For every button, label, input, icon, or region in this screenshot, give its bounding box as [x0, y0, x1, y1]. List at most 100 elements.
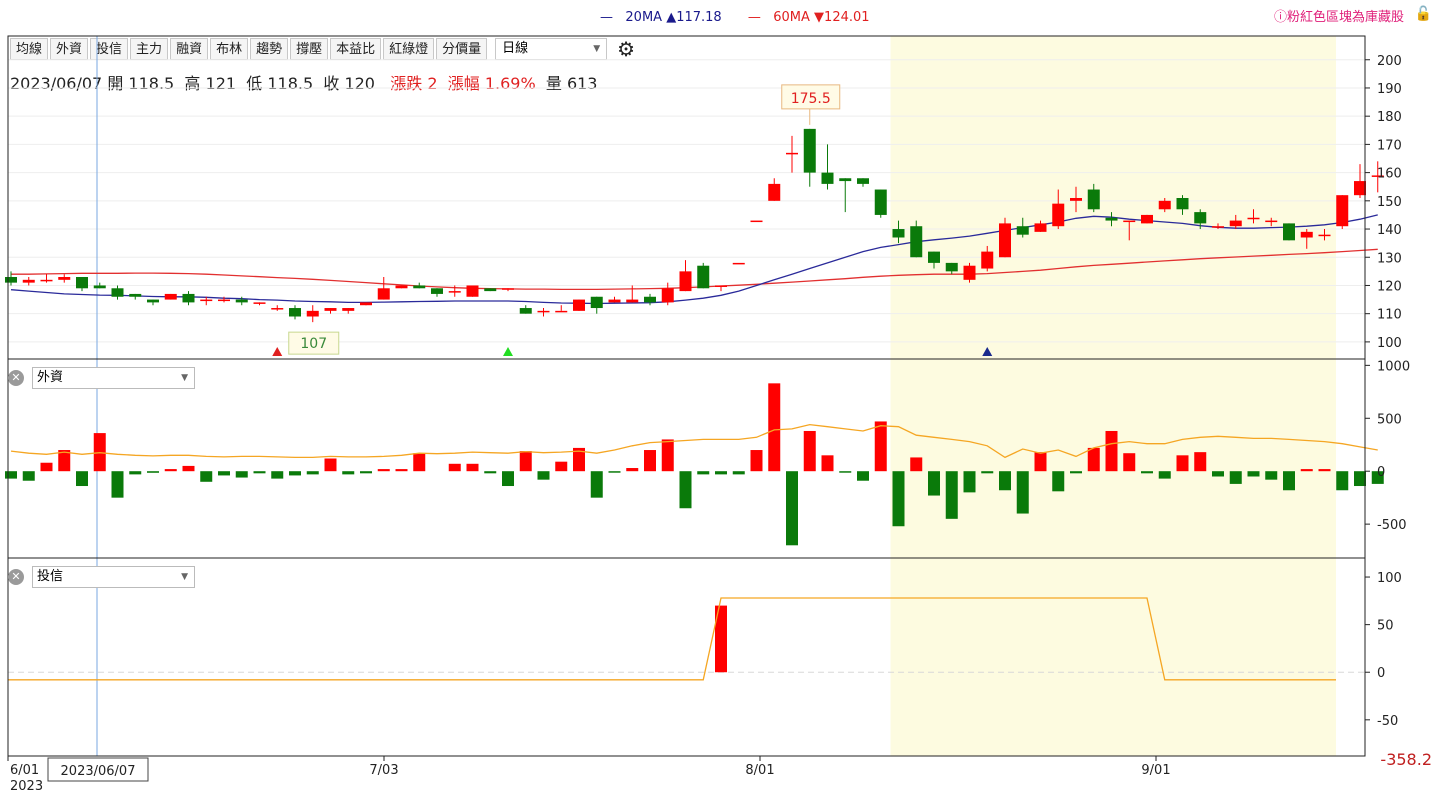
foreign-bar — [857, 471, 869, 481]
foreign-bar — [715, 471, 727, 475]
toolbar-button-9[interactable]: 紅綠燈 — [383, 38, 435, 60]
candle-body — [93, 285, 106, 289]
candle-body — [1371, 175, 1384, 177]
candle-body — [679, 271, 692, 292]
foreign-bar — [484, 471, 497, 474]
trust-panel-header: ✕ 投信 ▼ — [8, 565, 198, 589]
foreign-bar — [821, 455, 834, 472]
min-annotation: 107 — [300, 336, 327, 352]
candle-body — [5, 277, 17, 283]
toolbar-button-10[interactable]: 分價量 — [436, 38, 488, 60]
ma20-label: 20MA — [625, 10, 663, 25]
y-tick-label: 190 — [1377, 82, 1402, 97]
candle-body — [981, 251, 994, 269]
candle-body — [750, 220, 763, 223]
candle-body — [644, 296, 656, 303]
candle-body — [502, 288, 514, 290]
foreign-y-tick-label: 1000 — [1377, 359, 1410, 374]
candle-body — [431, 288, 443, 294]
foreign-bar — [1212, 471, 1224, 477]
trust-panel-label: 投信 — [37, 569, 64, 584]
foreign-panel-label: 外資 — [37, 370, 64, 385]
foreign-bar — [786, 471, 798, 546]
foreign-bar — [626, 468, 639, 472]
ma20-value: ▲117.18 — [666, 10, 722, 25]
candle-body — [324, 308, 337, 311]
candle-body — [1034, 223, 1047, 232]
x-year-label: 2023 — [10, 779, 43, 794]
candle-body — [892, 229, 905, 238]
toolbar-button-5[interactable]: 布林 — [210, 38, 249, 60]
foreign-bar — [1034, 452, 1047, 472]
candle-body — [519, 308, 532, 314]
foreign-bar — [58, 450, 71, 472]
foreign-bar — [1300, 469, 1313, 472]
y-tick-label: 150 — [1377, 195, 1402, 210]
candle-body — [22, 279, 35, 283]
candle-body — [76, 277, 88, 289]
candle-body — [395, 285, 408, 289]
toolbar-button-4[interactable]: 融資 — [170, 38, 209, 60]
treasury-stock-region — [890, 36, 1336, 756]
candle-body — [1087, 189, 1100, 210]
candle-body — [910, 226, 923, 258]
toolbar-button-8[interactable]: 本益比 — [330, 38, 382, 60]
foreign-bar — [40, 462, 53, 472]
foreign-bar — [981, 471, 994, 474]
treasury-stock-note: ⓘ粉紅色區塊為庫藏股 — [1273, 10, 1404, 25]
candle-body — [289, 308, 301, 317]
foreign-bar — [945, 471, 958, 519]
candle-body — [1070, 198, 1082, 201]
foreign-bar — [874, 421, 887, 472]
close-foreign-panel-icon[interactable]: ✕ — [8, 370, 24, 386]
max-annotation: 175.5 — [791, 91, 831, 107]
candle-body — [1141, 214, 1153, 224]
foreign-bar — [76, 471, 88, 487]
period-select[interactable]: 日線 ▼ — [495, 38, 608, 60]
ma60-label: 60MA — [773, 10, 810, 25]
ma-legend: — 20MA ▲117.18 — 60MA ▼124.01 — [600, 10, 870, 25]
foreign-bar — [1354, 471, 1366, 487]
foreign-bar — [999, 471, 1011, 491]
trust-bar — [715, 605, 727, 673]
foreign-bar — [1070, 471, 1082, 474]
candle-body — [1300, 231, 1313, 238]
y-tick-label: 160 — [1377, 167, 1402, 182]
foreign-bar — [910, 457, 923, 472]
foreign-bar — [413, 453, 426, 472]
lock-icon[interactable]: 🔓 — [1414, 6, 1432, 22]
close-trust-panel-icon[interactable]: ✕ — [8, 569, 24, 585]
candle-body — [715, 285, 727, 287]
foreign-bar — [608, 471, 621, 473]
foreign-bar — [466, 463, 479, 472]
foreign-bar — [1016, 471, 1029, 514]
trust-y-tick-label: 0 — [1377, 666, 1385, 681]
foreign-bar — [182, 465, 195, 472]
candle-body — [786, 152, 798, 155]
ma60-line-icon: — — [747, 10, 761, 25]
foreign-bar — [377, 469, 390, 472]
toolbar-button-7[interactable]: 撐壓 — [290, 38, 329, 60]
foreign-y-tick-label: -500 — [1377, 518, 1407, 533]
toolbar-button-1[interactable]: 外資 — [50, 38, 89, 60]
gear-icon[interactable]: ⚙ — [617, 37, 636, 61]
candle-body — [360, 302, 372, 306]
candle-body — [803, 128, 816, 173]
x-tick-label: 7/03 — [369, 763, 398, 778]
candle-body — [147, 299, 159, 303]
foreign-bar — [1265, 471, 1278, 480]
toolbar-button-2[interactable]: 投信 — [90, 38, 129, 60]
foreign-bar — [22, 471, 35, 481]
foreign-panel-select[interactable]: 外資 ▼ — [32, 367, 195, 389]
candle-body — [377, 288, 390, 300]
trust-panel-select[interactable]: 投信 ▼ — [32, 566, 195, 588]
foreign-bar — [1105, 430, 1118, 472]
foreign-bar — [271, 471, 284, 479]
toolbar-button-6[interactable]: 趨勢 — [250, 38, 289, 60]
foreign-bar — [839, 471, 852, 473]
toolbar-button-3[interactable]: 主力 — [130, 38, 169, 60]
candle-body — [697, 265, 710, 289]
candle-body — [945, 262, 958, 272]
toolbar-button-0[interactable]: 均線 — [10, 38, 49, 60]
